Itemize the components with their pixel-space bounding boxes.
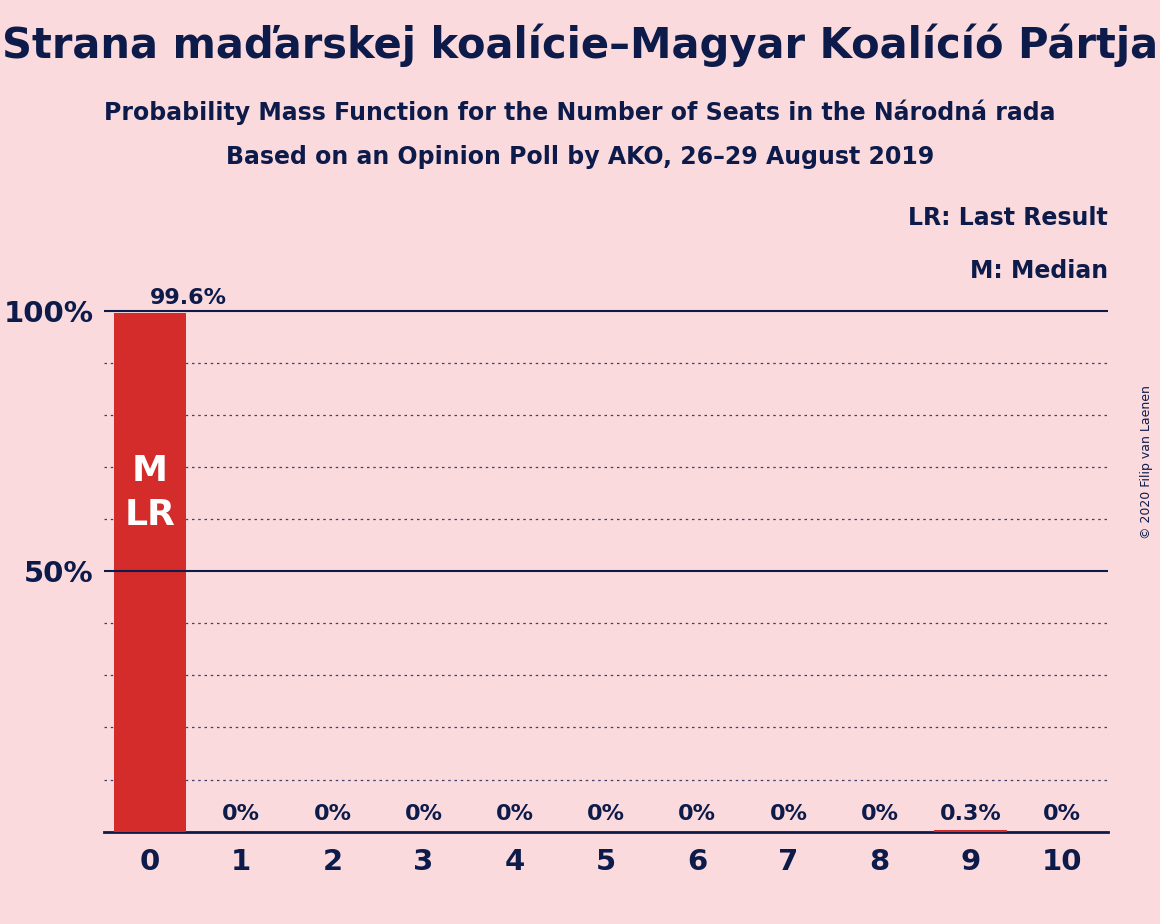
Text: 0%: 0% bbox=[861, 804, 899, 824]
Text: Based on an Opinion Poll by AKO, 26–29 August 2019: Based on an Opinion Poll by AKO, 26–29 A… bbox=[226, 145, 934, 169]
Text: 0%: 0% bbox=[769, 804, 807, 824]
Text: 0%: 0% bbox=[587, 804, 625, 824]
Text: 0%: 0% bbox=[223, 804, 260, 824]
Text: Probability Mass Function for the Number of Seats in the Národná rada: Probability Mass Function for the Number… bbox=[104, 100, 1056, 126]
Text: Strana maďarskej koalície–Magyar Koalícíó Pártja: Strana maďarskej koalície–Magyar Koalící… bbox=[2, 23, 1158, 67]
Text: © 2020 Filip van Laenen: © 2020 Filip van Laenen bbox=[1139, 385, 1153, 539]
Text: 0%: 0% bbox=[1043, 804, 1081, 824]
Text: 0%: 0% bbox=[313, 804, 351, 824]
Text: M
LR: M LR bbox=[124, 454, 175, 532]
Text: 0%: 0% bbox=[405, 804, 443, 824]
Text: 0.3%: 0.3% bbox=[940, 804, 1002, 824]
Bar bbox=[935, 830, 1007, 832]
Text: 0%: 0% bbox=[495, 804, 534, 824]
Bar bbox=[114, 313, 187, 832]
Text: 0%: 0% bbox=[679, 804, 717, 824]
Text: 99.6%: 99.6% bbox=[150, 287, 227, 308]
Text: LR: Last Result: LR: Last Result bbox=[908, 206, 1108, 230]
Text: M: Median: M: Median bbox=[970, 259, 1108, 283]
